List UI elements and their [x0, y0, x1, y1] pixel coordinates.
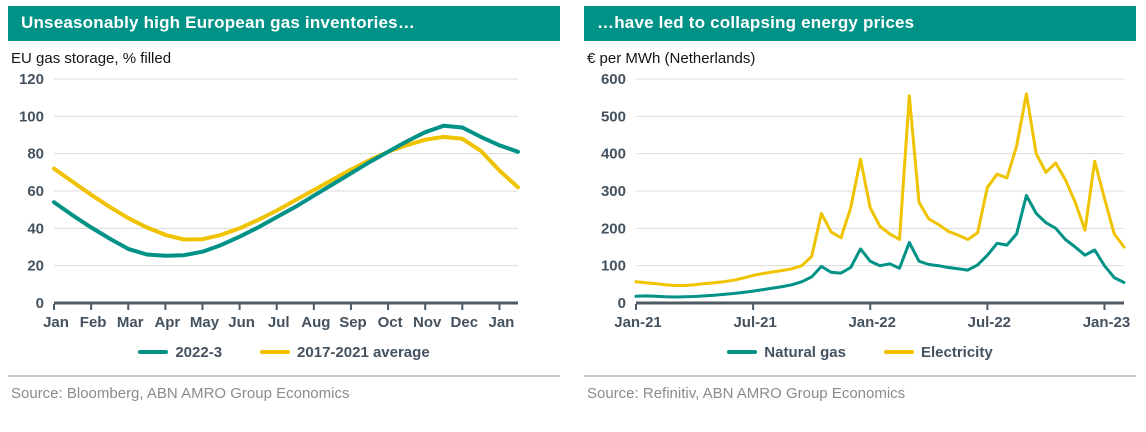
- y-tick-label: 0: [36, 295, 44, 312]
- y-tick-label: 40: [27, 220, 44, 237]
- series-line-natural-gas: [634, 194, 1126, 299]
- right-source-text: Source: Refinitiv, ABN AMRO Group Econom…: [587, 385, 906, 402]
- y-tick-label: 100: [601, 258, 626, 275]
- legend-label-2017-2021-average: 2017-2021 average: [297, 343, 430, 361]
- right-source-row: Source: Refinitiv, ABN AMRO Group Econom…: [584, 375, 1136, 402]
- legend-item-2022-3: 2022-3: [138, 344, 222, 361]
- x-tick-label: Jan-21: [614, 314, 662, 331]
- y-tick-label: 100: [19, 108, 44, 125]
- x-tick-label: Jun: [228, 314, 255, 331]
- two-chart-figure: Unseasonably high European gas inventori…: [8, 6, 1136, 402]
- y-tick-label: 120: [19, 71, 44, 88]
- left-chart-canvas: 0 20 40 60 80 100 120 Jan Feb Mar Apr May Jun Jul Aug S…: [19, 71, 520, 331]
- x-tick-label: Jul-22: [968, 314, 1011, 331]
- panel-energy-prices: …have led to collapsing energy prices € …: [584, 6, 1136, 402]
- left-chart-subtitle: EU gas storage, % filled: [11, 50, 172, 67]
- legend-item-electricity: Electricity: [883, 343, 993, 361]
- y-tick-label: 0: [618, 295, 626, 312]
- legend-swatch-teal-line: [138, 350, 169, 354]
- right-chart-canvas: 0 100 200 300 400 500 600 Jan-21 Jul-21 Jan-22 Jul…: [601, 71, 1131, 331]
- y-tick-label: 300: [601, 183, 626, 200]
- y-tick-label: 60: [27, 183, 44, 200]
- legend-label-natural-gas: Natural gas: [764, 343, 846, 361]
- legend-label-2022-3: 2022-3: [175, 343, 223, 361]
- legend-item-natural-gas: Natural gas: [727, 344, 846, 361]
- x-tick-label: Dec: [451, 314, 479, 331]
- legend-item-2017-2021-average: 2017-2021 average: [260, 344, 430, 361]
- left-chart-title: Unseasonably high European gas inventori…: [21, 13, 416, 32]
- series-line-electricity: [634, 92, 1126, 287]
- legend-label-electricity: Electricity: [920, 343, 993, 361]
- right-chart-title: …have led to collapsing energy prices: [597, 13, 915, 32]
- x-tick-label: Jan: [489, 314, 515, 331]
- y-tick-label: 200: [601, 220, 626, 237]
- legend-swatch-teal-line: [727, 350, 758, 354]
- left-source-row: Source: Bloomberg, ABN AMRO Group Econom…: [8, 375, 560, 402]
- y-tick-label: 500: [601, 108, 626, 125]
- x-tick-label: Oct: [378, 314, 403, 331]
- y-tick-label: 80: [27, 146, 44, 163]
- legend-swatch-yellow-line: [883, 350, 914, 354]
- x-tick-label: Mar: [117, 314, 144, 331]
- x-tick-label: Jul: [268, 314, 290, 331]
- x-tick-label: May: [190, 314, 220, 331]
- left-source-text: Source: Bloomberg, ABN AMRO Group Econom…: [11, 385, 350, 402]
- left-chart-title-bar: Unseasonably high European gas inventori…: [8, 6, 560, 41]
- series-line-2022-3: [52, 123, 520, 258]
- x-tick-label: Jan: [43, 314, 69, 331]
- left-chart-legend: 2022-3 2017-2021 average: [8, 341, 560, 363]
- y-tick-label: 400: [601, 146, 626, 163]
- x-tick-label: Jul-21: [733, 314, 776, 331]
- series-line-2017-2021-average: [52, 134, 520, 242]
- right-chart-legend: Natural gas Electricity: [584, 341, 1136, 363]
- right-chart-title-bar: …have led to collapsing energy prices: [584, 6, 1136, 41]
- y-tick-label: 600: [601, 71, 626, 88]
- legend-swatch-yellow-line: [260, 350, 291, 354]
- x-tick-label: Jan-23: [1083, 314, 1131, 331]
- x-tick-label: Aug: [301, 314, 330, 331]
- x-tick-label: Feb: [80, 314, 107, 331]
- panel-gas-inventories: Unseasonably high European gas inventori…: [8, 6, 560, 402]
- y-tick-label: 20: [27, 258, 44, 275]
- x-tick-label: Nov: [413, 314, 442, 331]
- right-chart-subtitle: € per MWh (Netherlands): [587, 50, 756, 67]
- x-tick-label: Jan-22: [848, 314, 896, 331]
- x-tick-label: Sep: [339, 314, 367, 331]
- x-tick-label: Apr: [154, 314, 180, 331]
